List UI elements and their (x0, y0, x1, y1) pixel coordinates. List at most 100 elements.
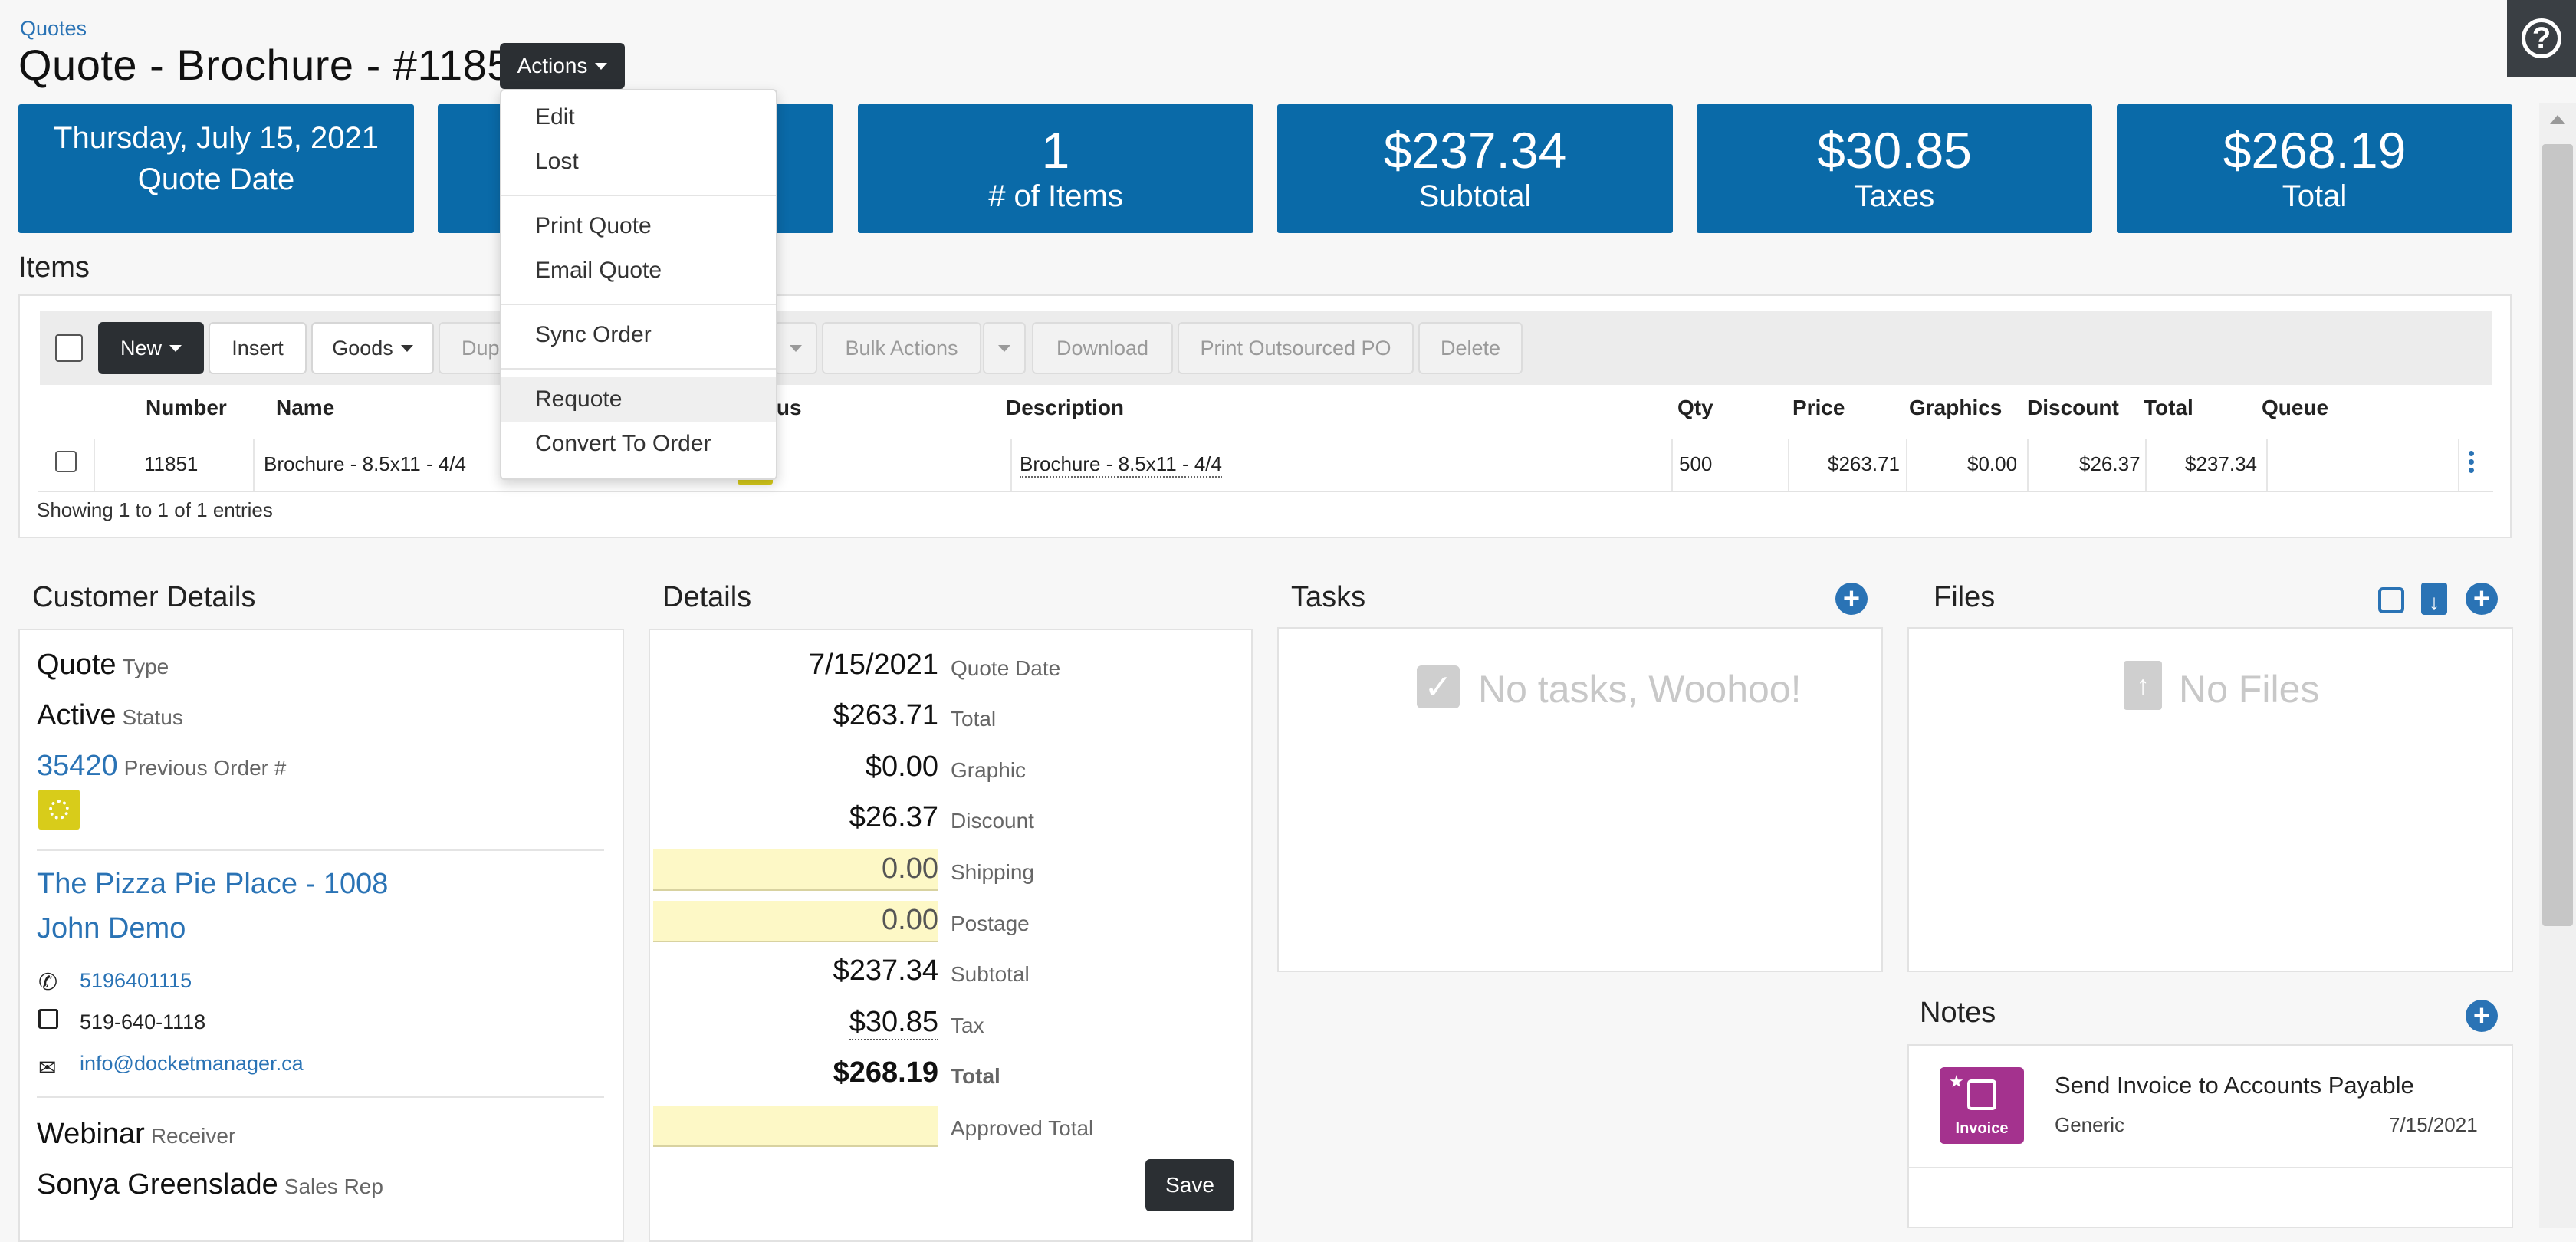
actions-label: Actions (517, 54, 588, 77)
status-spinner-badge[interactable] (38, 790, 80, 830)
col-discount[interactable]: Discount (2027, 396, 2119, 419)
menu-item-email-quote[interactable]: Email Quote (535, 258, 662, 283)
download-button[interactable]: Download (1032, 322, 1173, 374)
tasks-empty-message: No tasks, Woohoo! (1478, 668, 1802, 711)
print-outsourced-po-button[interactable]: Print Outsourced PO (1178, 322, 1414, 374)
col-description[interactable]: Description (1006, 396, 1125, 419)
files-panel (1907, 627, 2513, 972)
fax-number: 519-640-1118 (80, 1010, 206, 1033)
new-label: New (120, 336, 162, 360)
customer-details-panel (18, 629, 624, 1242)
note-type: Generic (2055, 1113, 2125, 1136)
dup-label: Dup (462, 336, 500, 360)
menu-item-sync-order[interactable]: Sync Order (535, 322, 652, 347)
delete-button[interactable]: Delete (1418, 322, 1523, 374)
customer-details-heading: Customer Details (32, 581, 256, 613)
approved-total-input[interactable] (653, 1106, 938, 1147)
table-footer-info: Showing 1 to 1 of 1 entries (37, 498, 273, 521)
phone-icon: ✆ (38, 970, 58, 995)
detail-postage-label: Postage (951, 912, 1030, 935)
save-button[interactable]: Save (1145, 1159, 1234, 1211)
col-qty[interactable]: Qty (1677, 396, 1714, 419)
postage-input[interactable] (653, 901, 938, 942)
caret-down-icon (400, 344, 413, 352)
goods-button[interactable]: Goods (311, 322, 434, 374)
menu-item-requote[interactable]: Requote (535, 386, 623, 412)
col-queue[interactable]: Queue (2262, 396, 2329, 419)
detail-postage-value[interactable]: 0.00 (882, 904, 938, 936)
insert-button[interactable]: Insert (209, 322, 307, 374)
detail-discount-value: $26.37 (849, 801, 938, 833)
checkbox-checked-icon: ✓ (1417, 665, 1460, 708)
menu-item-lost[interactable]: Lost (535, 149, 579, 174)
status-dropdown-toggle[interactable] (774, 322, 817, 374)
bulk-actions-button[interactable]: Bulk Actions (822, 322, 981, 374)
menu-item-edit[interactable]: Edit (535, 104, 575, 130)
stat-subtotal: $237.34 Subtotal (1277, 104, 1673, 233)
menu-item-convert-to-order[interactable]: Convert To Order (535, 431, 711, 456)
actions-dropdown-button[interactable]: Actions (500, 43, 625, 89)
receiver: Webinar Receiver (37, 1118, 236, 1150)
add-task-icon[interactable]: + (1835, 583, 1868, 615)
select-all-checkbox[interactable] (55, 334, 83, 362)
download-file-icon[interactable]: ↓ (2421, 583, 2447, 615)
help-icon: ? (2522, 18, 2561, 58)
stat-label: Subtotal (1418, 179, 1532, 213)
table-row[interactable] (38, 439, 2493, 492)
col-price[interactable]: Price (1792, 396, 1845, 419)
detail-shipping-value[interactable]: 0.00 (882, 853, 938, 885)
breadcrumb-quotes[interactable]: Quotes (20, 17, 87, 40)
customer-contact-link[interactable]: John Demo (37, 912, 186, 945)
previous-order-link[interactable]: 35420 (37, 750, 118, 782)
help-button[interactable]: ? (2507, 0, 2576, 77)
stat-value: $237.34 (1383, 122, 1567, 179)
bulk-actions-toggle[interactable] (983, 322, 1026, 374)
scroll-up-icon[interactable] (2550, 115, 2565, 124)
detail-tax-value[interactable]: $30.85 (849, 1006, 938, 1040)
actions-dropdown-menu: Edit Lost Print Quote Email Quote Sync O… (500, 89, 777, 480)
stat-items: 1 # of Items (858, 104, 1254, 233)
row-menu-icon[interactable] (2469, 451, 2475, 478)
stat-label: Total (2282, 179, 2348, 213)
stat-label: # of Items (988, 179, 1123, 213)
files-heading: Files (1934, 581, 1996, 613)
stat-value: $30.85 (1817, 122, 1972, 179)
insert-label: Insert (232, 336, 284, 360)
customer-company-link[interactable]: The Pizza Pie Place - 1008 (37, 868, 389, 900)
phone-link[interactable]: 5196401115 (80, 969, 192, 992)
stat-value: $268.19 (2223, 122, 2407, 179)
row-checkbox[interactable] (55, 451, 77, 472)
spinner-icon (49, 800, 69, 820)
menu-item-print-quote[interactable]: Print Quote (535, 213, 652, 238)
col-number[interactable]: Number (146, 396, 227, 419)
file-upload-icon: ↑ (2124, 661, 2162, 710)
tasks-heading: Tasks (1291, 581, 1366, 613)
download-label: Download (1056, 336, 1149, 360)
shipping-input[interactable] (653, 849, 938, 891)
new-button[interactable]: New (98, 322, 204, 374)
page-title: Quote - Brochure - #1185 (18, 41, 511, 89)
note-badge-label: Invoice (1955, 1120, 2009, 1137)
row-number[interactable]: 11851 (144, 452, 199, 475)
scrollbar-thumb[interactable] (2542, 144, 2573, 926)
detail-graphic-value: $0.00 (865, 751, 938, 783)
stat-label: Quote Date (137, 163, 295, 196)
add-note-icon[interactable]: + (2466, 1000, 2498, 1032)
detail-subtotal-value: $237.34 (833, 955, 938, 987)
detail-graphic-label: Graphic (951, 758, 1027, 782)
detail-quote-date-label: Quote Date (951, 656, 1061, 680)
detail-discount-label: Discount (951, 809, 1034, 833)
note-title[interactable]: Send Invoice to Accounts Payable (2055, 1072, 2414, 1099)
col-total[interactable]: Total (2144, 396, 2193, 419)
email-link[interactable]: info@docketmanager.ca (80, 1052, 304, 1075)
col-name[interactable]: Name (276, 396, 335, 419)
col-graphics[interactable]: Graphics (1909, 396, 2003, 419)
row-discount: $26.37 (2079, 452, 2141, 475)
detail-tax-label: Tax (951, 1014, 984, 1037)
add-file-icon[interactable]: + (2466, 583, 2498, 615)
select-files-icon[interactable] (2378, 587, 2404, 613)
row-description[interactable]: Brochure - 8.5x11 - 4/4 (1020, 452, 1222, 478)
bulk-actions-label: Bulk Actions (845, 336, 958, 360)
fax-icon (38, 1009, 58, 1029)
row-name[interactable]: Brochure - 8.5x11 - 4/4 (264, 452, 466, 475)
